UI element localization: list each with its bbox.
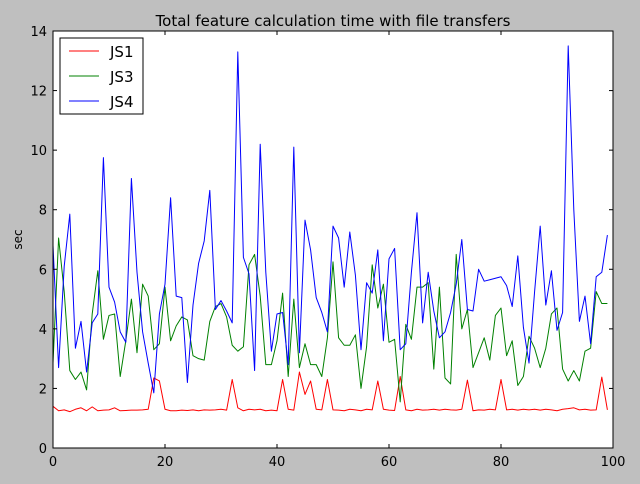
legend: JS1 JS3 JS4: [59, 37, 144, 115]
plot-frame: [52, 30, 614, 449]
series-layer: [52, 45, 608, 413]
x-tick-label: 100: [601, 455, 626, 470]
y-axis-label: sec: [11, 229, 25, 249]
ticks-layer: 0 20 40 60 80 100 0 2 4 6 8 10 12 14: [30, 25, 625, 470]
x-tick-label: 20: [157, 455, 174, 470]
x-tick-label: 60: [381, 455, 398, 470]
y-tick-label: 0: [39, 442, 47, 457]
y-tick-label: 12: [30, 85, 47, 100]
series-line-js4: [52, 45, 608, 394]
chart-title: Total feature calculation time with file…: [155, 12, 511, 30]
series-line-js1: [52, 371, 608, 413]
y-tick-label: 6: [39, 263, 47, 278]
y-tick-label: 14: [30, 25, 47, 40]
plot-area: [53, 31, 613, 448]
y-tick-label: 2: [39, 382, 47, 397]
y-tick-label: 4: [39, 323, 47, 338]
x-tick-label: 80: [493, 455, 510, 470]
x-tick-label: 0: [49, 455, 57, 470]
x-tick-label: 40: [269, 455, 286, 470]
series-line-js3: [52, 237, 608, 403]
legend-label-js3: JS3: [109, 68, 134, 86]
legend-label-js4: JS4: [109, 93, 134, 111]
legend-label-js1: JS1: [109, 43, 134, 61]
y-tick-label: 8: [39, 204, 47, 219]
y-tick-label: 10: [30, 144, 47, 159]
